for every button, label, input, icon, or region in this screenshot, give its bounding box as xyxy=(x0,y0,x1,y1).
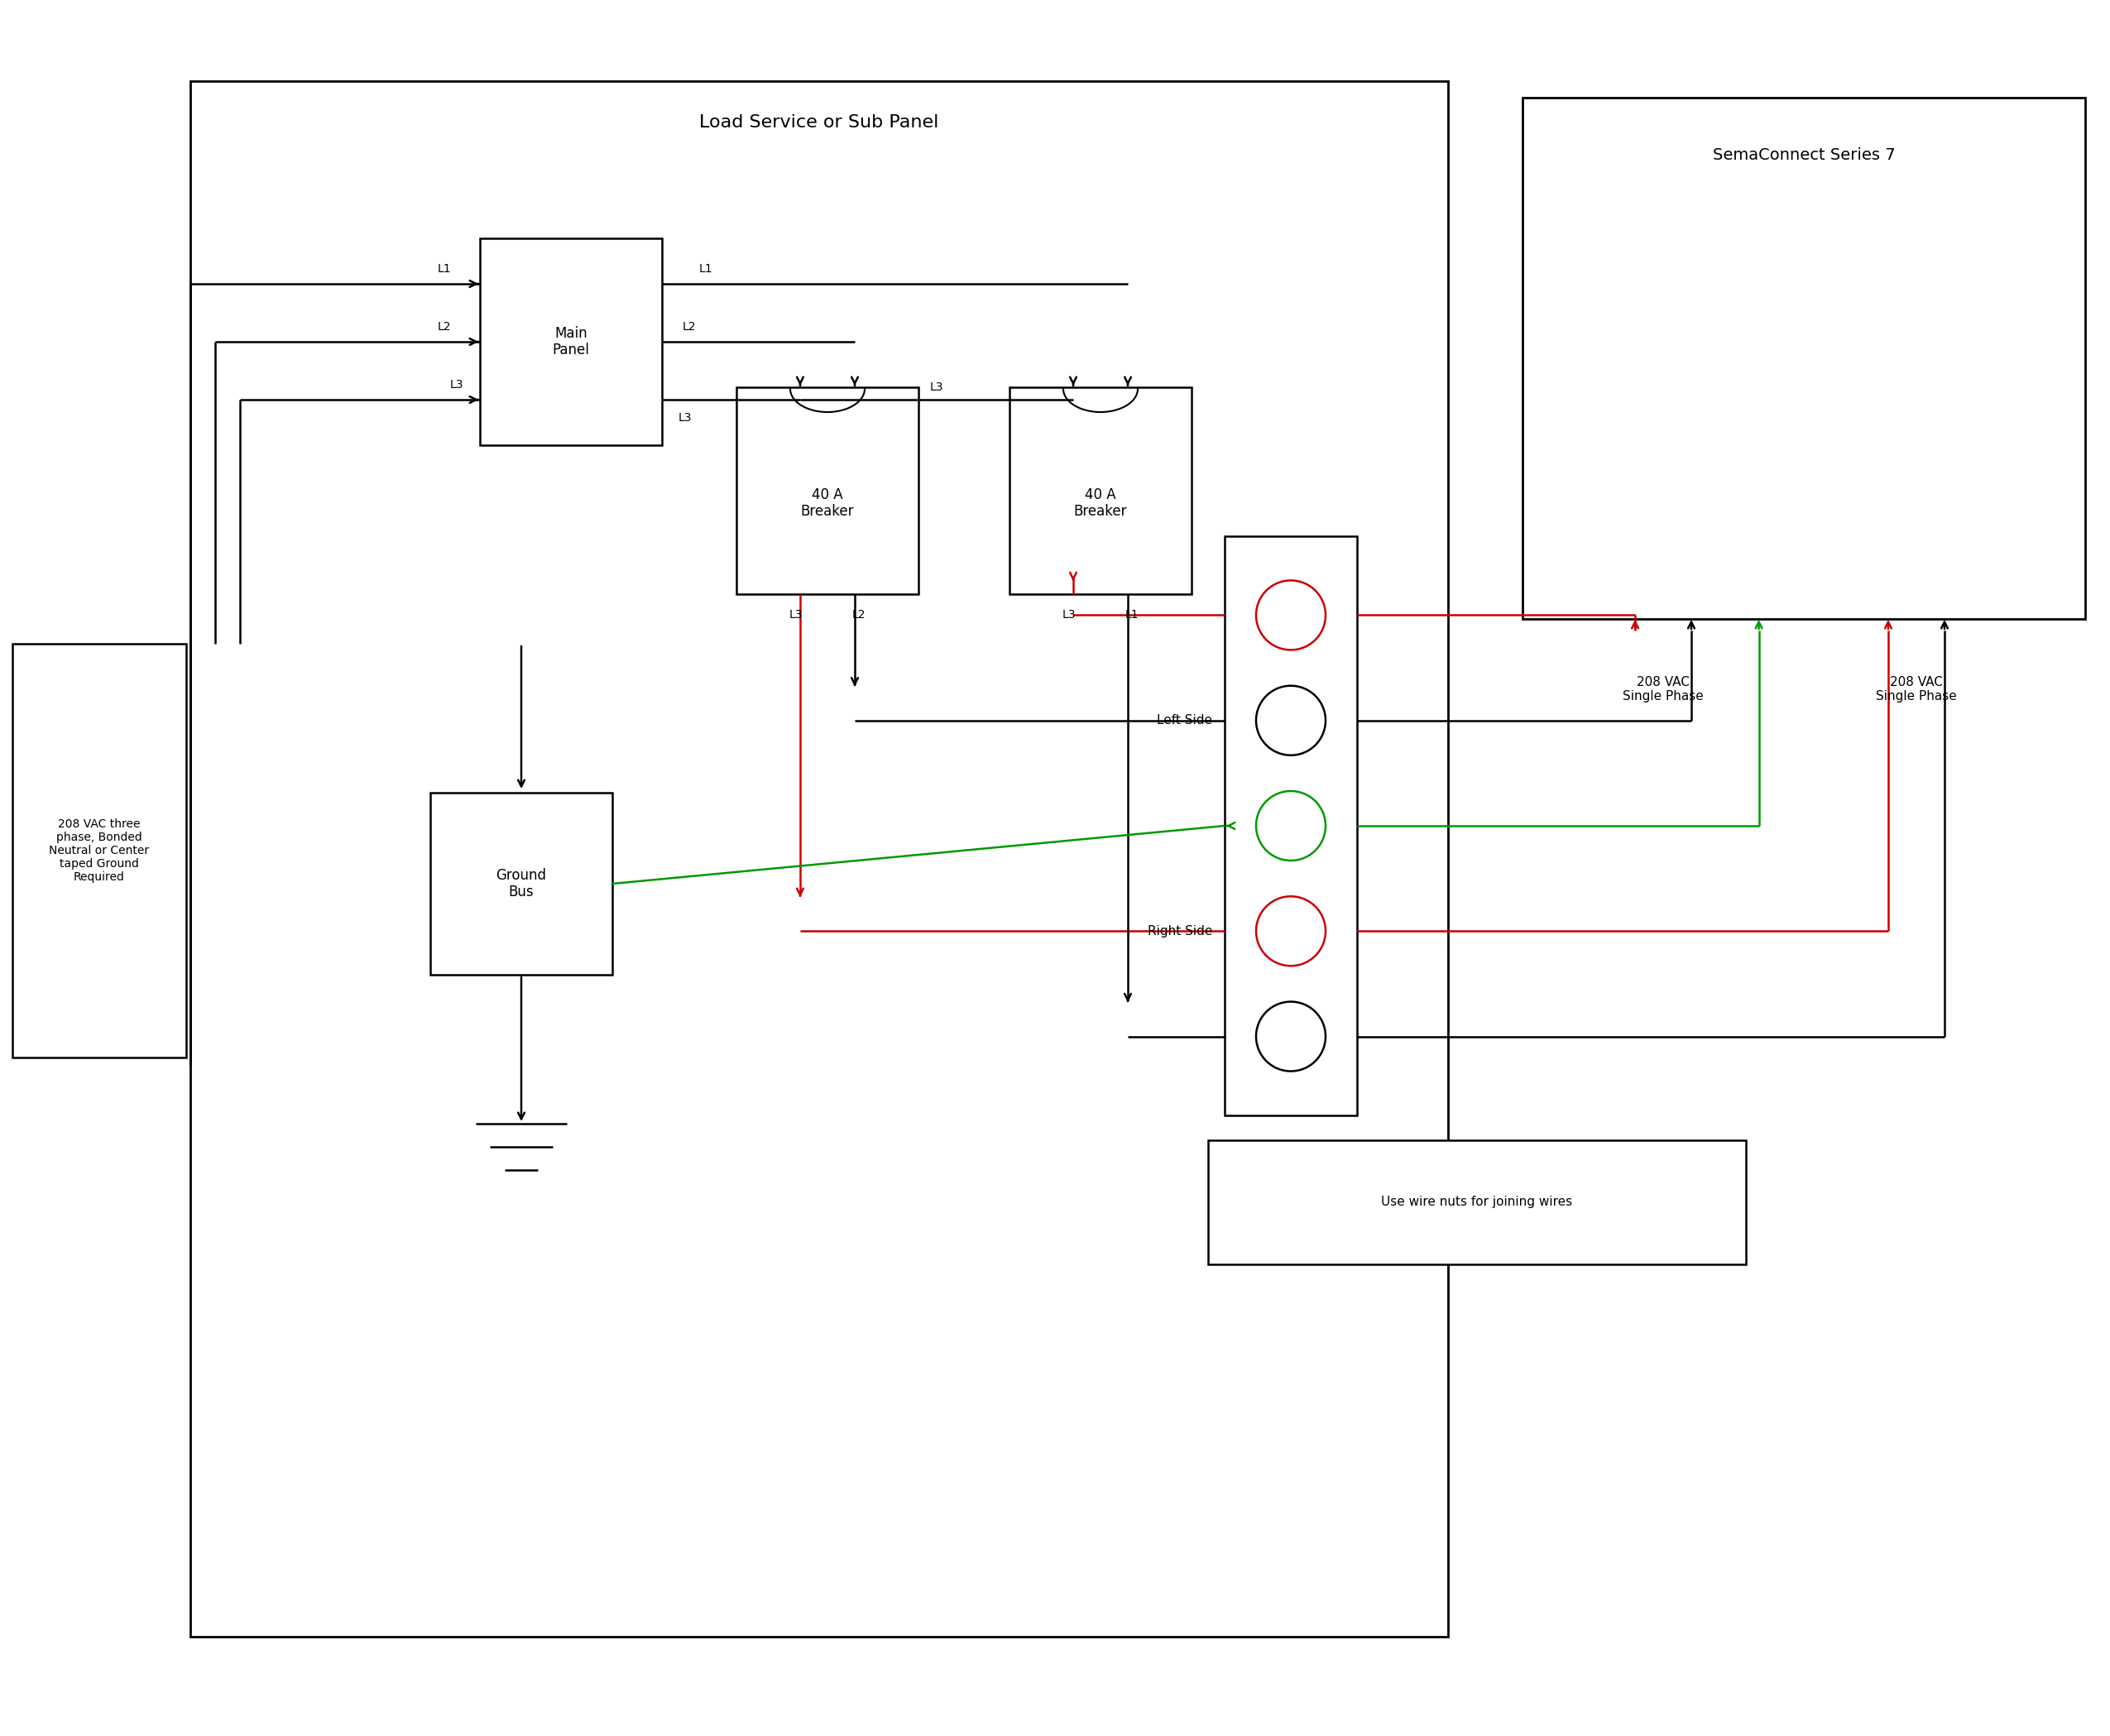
Text: Main
Panel: Main Panel xyxy=(553,326,589,358)
Text: Ground
Bus: Ground Bus xyxy=(496,868,546,899)
Text: SemaConnect Series 7: SemaConnect Series 7 xyxy=(1713,148,1895,163)
Circle shape xyxy=(1255,1002,1325,1071)
Text: L3: L3 xyxy=(931,382,943,392)
Circle shape xyxy=(1255,896,1325,965)
Circle shape xyxy=(1255,686,1325,755)
Text: Load Service or Sub Panel: Load Service or Sub Panel xyxy=(698,115,939,130)
Bar xyxy=(1224,536,1357,1116)
Text: 208 VAC
Single Phase: 208 VAC Single Phase xyxy=(1876,675,1956,703)
Bar xyxy=(1523,97,2085,620)
Bar xyxy=(1209,1141,1745,1264)
Bar xyxy=(479,238,663,444)
Bar xyxy=(13,644,186,1057)
Text: L2: L2 xyxy=(684,321,696,333)
Text: L3: L3 xyxy=(449,378,464,391)
Text: L1: L1 xyxy=(698,264,713,274)
Text: Use wire nuts for joining wires: Use wire nuts for joining wires xyxy=(1382,1196,1572,1208)
Text: Left Side: Left Side xyxy=(1156,713,1213,727)
Text: L3: L3 xyxy=(789,609,802,620)
Text: L1: L1 xyxy=(437,264,452,274)
Text: L2: L2 xyxy=(437,321,452,333)
Text: 208 VAC three
phase, Bonded
Neutral or Center
taped Ground
Required: 208 VAC three phase, Bonded Neutral or C… xyxy=(49,818,150,884)
Text: 40 A
Breaker: 40 A Breaker xyxy=(802,488,855,519)
Bar xyxy=(1009,387,1192,594)
Text: L3: L3 xyxy=(1061,609,1076,620)
Text: L3: L3 xyxy=(679,411,692,424)
Circle shape xyxy=(1255,792,1325,861)
Bar xyxy=(190,82,1447,1637)
Circle shape xyxy=(1255,580,1325,649)
Bar xyxy=(430,793,612,974)
Bar xyxy=(736,387,918,594)
Text: 40 A
Breaker: 40 A Breaker xyxy=(1074,488,1127,519)
Text: 208 VAC
Single Phase: 208 VAC Single Phase xyxy=(1623,675,1703,703)
Text: L1: L1 xyxy=(1125,609,1139,620)
Text: L2: L2 xyxy=(852,609,865,620)
Text: Right Side: Right Side xyxy=(1148,925,1213,937)
